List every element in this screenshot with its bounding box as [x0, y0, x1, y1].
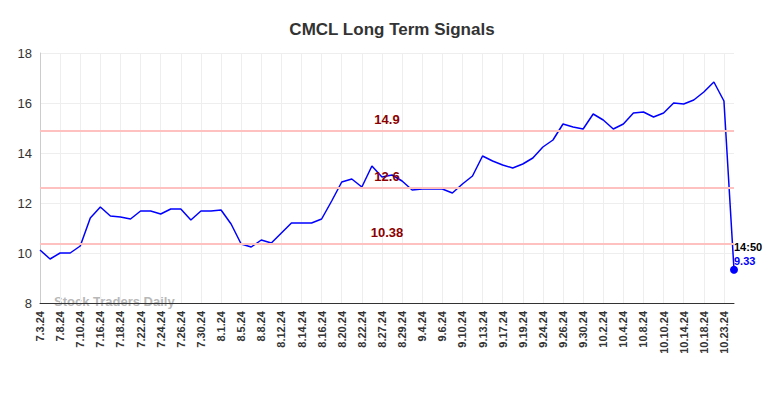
svg-text:14: 14	[18, 146, 32, 161]
svg-text:8.14.24: 8.14.24	[296, 310, 308, 348]
svg-text:7.10.24: 7.10.24	[74, 310, 86, 348]
svg-text:10.8.24: 10.8.24	[637, 310, 649, 348]
svg-text:8.12.24: 8.12.24	[275, 310, 287, 348]
svg-text:9.24.24: 9.24.24	[537, 310, 549, 348]
svg-text:8.27.24: 8.27.24	[376, 310, 388, 348]
svg-text:9.13.24: 9.13.24	[477, 310, 489, 348]
svg-text:10.14.24: 10.14.24	[678, 310, 690, 354]
svg-text:9.17.24: 9.17.24	[497, 310, 509, 348]
svg-text:7.30.24: 7.30.24	[195, 310, 207, 348]
svg-text:18: 18	[18, 46, 32, 61]
svg-text:8.8.24: 8.8.24	[255, 310, 267, 341]
svg-text:8.22.24: 8.22.24	[356, 310, 368, 348]
svg-text:7.16.24: 7.16.24	[94, 310, 106, 348]
svg-text:10.18.24: 10.18.24	[698, 310, 710, 354]
svg-text:9.10.24: 9.10.24	[456, 310, 468, 348]
svg-text:10.23.24: 10.23.24	[718, 310, 730, 354]
svg-text:10.4.24: 10.4.24	[617, 310, 629, 348]
svg-text:7.3.24: 7.3.24	[34, 310, 46, 341]
svg-text:9.19.24: 9.19.24	[517, 310, 529, 348]
svg-text:8.5.24: 8.5.24	[235, 310, 247, 341]
svg-text:7.26.24: 7.26.24	[175, 310, 187, 348]
svg-text:8.29.24: 8.29.24	[396, 310, 408, 348]
svg-text:7.8.24: 7.8.24	[54, 310, 66, 341]
svg-text:Stock Traders Daily: Stock Traders Daily	[54, 294, 175, 309]
svg-text:9.26.24: 9.26.24	[557, 310, 569, 348]
svg-text:CMCL Long Term Signals: CMCL Long Term Signals	[289, 20, 494, 39]
svg-text:7.24.24: 7.24.24	[155, 310, 167, 348]
svg-text:7.18.24: 7.18.24	[114, 310, 126, 348]
svg-text:9.6.24: 9.6.24	[436, 310, 448, 341]
svg-text:10.38: 10.38	[371, 225, 404, 240]
svg-text:7.22.24: 7.22.24	[135, 310, 147, 348]
svg-text:12: 12	[18, 196, 32, 211]
svg-text:14.9: 14.9	[374, 112, 399, 127]
svg-text:10.2.24: 10.2.24	[597, 310, 609, 348]
svg-text:16: 16	[18, 96, 32, 111]
svg-text:14:50: 14:50	[734, 241, 762, 253]
svg-text:10: 10	[18, 246, 32, 261]
svg-text:9.4.24: 9.4.24	[416, 310, 428, 341]
svg-text:8.16.24: 8.16.24	[316, 310, 328, 348]
svg-text:9.33: 9.33	[734, 255, 755, 267]
svg-text:12.6: 12.6	[374, 169, 399, 184]
svg-text:10.10.24: 10.10.24	[658, 310, 670, 354]
svg-text:8: 8	[25, 296, 32, 311]
svg-text:8.20.24: 8.20.24	[336, 310, 348, 348]
svg-text:9.30.24: 9.30.24	[577, 310, 589, 348]
svg-text:8.1.24: 8.1.24	[215, 310, 227, 341]
